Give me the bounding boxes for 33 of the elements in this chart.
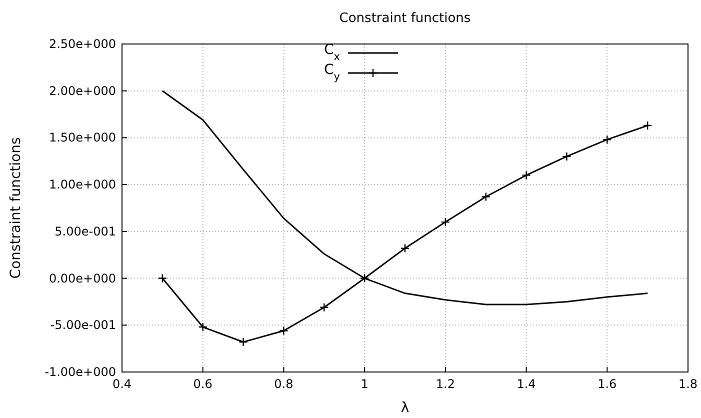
y-tick-label: 1.50e+000	[48, 130, 116, 145]
x-axis-title: λ	[400, 400, 410, 416]
point	[522, 170, 531, 180]
point	[642, 120, 652, 130]
point	[400, 244, 410, 253]
y-tick-label: 2.00e+000	[48, 84, 116, 98]
point	[279, 326, 288, 336]
point	[481, 192, 490, 202]
point	[158, 274, 168, 283]
x-tick-label: 1	[360, 377, 368, 391]
x-tick-label: 0.4	[112, 377, 132, 391]
y-tick-label: -1.00e+000	[44, 365, 116, 379]
point	[238, 337, 248, 347]
legend-label: C$_{y}$	[324, 62, 340, 83]
x-tick-label: 1.8	[678, 377, 698, 391]
y-tick-label: 5.00e-001	[54, 224, 116, 238]
y-tick-label: 1.00e+000	[48, 178, 116, 192]
y-tick-label: 2.50e+000	[48, 37, 116, 51]
point	[440, 217, 450, 227]
chart-title: Constraint functions	[339, 11, 471, 26]
point	[320, 302, 329, 312]
y-axis-title: Constraint functions	[8, 137, 24, 279]
x-tick-label: 1.6	[598, 377, 617, 391]
y-tick-label: 0.00e+000	[48, 271, 116, 286]
x-tick-label: 0.6	[193, 377, 212, 391]
y-tick-label: -5.00e-001	[50, 318, 116, 332]
x-tick-label: 0.8	[274, 377, 294, 391]
x-tick-label: 1.2	[436, 377, 455, 391]
point	[360, 274, 370, 283]
point	[198, 322, 208, 332]
point	[602, 134, 612, 144]
x-tick-label: 1.4	[516, 377, 536, 391]
point	[562, 152, 572, 162]
